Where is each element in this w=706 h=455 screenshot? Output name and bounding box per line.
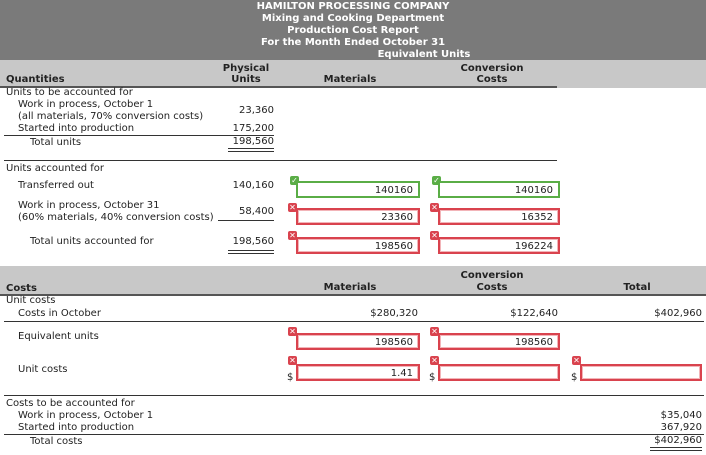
- october-total-cost: $402,960: [654, 308, 702, 319]
- costs-header-rule: [0, 294, 706, 296]
- total-accounted-mat-error-icon: ✕: [288, 231, 297, 240]
- costs-col-header: Costs: [476, 74, 508, 85]
- report-header: [0, 0, 706, 60]
- total-units-label: Total units: [30, 137, 82, 148]
- units-col-header: Units: [231, 74, 261, 85]
- transferred-conversion-input[interactable]: 140160: [438, 181, 560, 198]
- equivalent-units-heading: Equivalent Units: [377, 49, 471, 60]
- total-accounted-units: 198,560: [232, 236, 274, 247]
- wip-oct1-units: 23,360: [239, 105, 274, 116]
- wip-oct31-conversion-input[interactable]: 16352: [438, 208, 560, 225]
- unit-costs-section-label: Unit costs: [6, 295, 56, 306]
- wip-oct31-note: (60% materials, 40% conversion costs): [18, 212, 214, 223]
- units-accounted-label: Units accounted for: [6, 163, 105, 174]
- equivalent-units-label: Equivalent units: [18, 331, 99, 342]
- costs-started-underline: [4, 434, 704, 435]
- eu-conversion-error-icon: ✕: [430, 327, 439, 336]
- total-accounted-label: Total units accounted for: [30, 236, 154, 247]
- wip-oct31-units: 58,400: [239, 206, 274, 217]
- costs-started-value: 367,920: [660, 422, 702, 433]
- costs-conversion-header: Conversion: [460, 270, 524, 281]
- uc-conversion-dollar: $: [429, 372, 436, 383]
- costs-total-header: Total: [623, 282, 651, 293]
- costs-materials-header: Materials: [323, 282, 377, 293]
- conversion-col-header: Conversion: [460, 63, 524, 74]
- wip-oct31-mat-error-icon: ✕: [288, 203, 297, 212]
- costs-to-account-rule: [4, 395, 704, 396]
- total-accounted-materials-input[interactable]: 198560: [296, 237, 420, 254]
- eu-conversion-input[interactable]: 198560: [438, 333, 560, 350]
- transferred-materials-input[interactable]: 140160: [296, 181, 420, 198]
- costs-wip-oct1-value: $35,040: [660, 410, 702, 421]
- costs-label: Costs: [6, 283, 37, 294]
- company-name: HAMILTON PROCESSING COMPANY: [256, 1, 450, 12]
- units-accounted-rule: [4, 160, 557, 161]
- wip-oct31-label: Work in process, October 31: [18, 200, 160, 211]
- transferred-mat-check-icon: ✓: [290, 176, 299, 185]
- wip-oct31-conv-error-icon: ✕: [430, 203, 439, 212]
- costs-in-october-label: Costs in October: [18, 308, 101, 319]
- costs-conversion-costs-header: Costs: [476, 282, 508, 293]
- quantities-header-rule: [0, 86, 557, 88]
- october-materials-cost: $280,320: [370, 308, 418, 319]
- total-costs-value: $402,960: [654, 435, 702, 446]
- department-name: Mixing and Cooking Department: [261, 13, 445, 24]
- unit-costs-label: Unit costs: [18, 364, 68, 375]
- october-conversion-cost: $122,640: [510, 308, 558, 319]
- uc-conversion-error-icon: ✕: [430, 356, 439, 365]
- transferred-out-label: Transferred out: [18, 180, 94, 191]
- units-to-account-label: Units to be accounted for: [6, 87, 133, 98]
- uc-total-error-icon: ✕: [572, 356, 581, 365]
- total-accounted-conv-error-icon: ✕: [430, 231, 439, 240]
- wip-oct31-underline: [218, 220, 274, 221]
- costs-started-label: Started into production: [18, 422, 135, 433]
- october-row-rule: [4, 321, 704, 322]
- total-units-double-rule: [228, 148, 274, 152]
- uc-materials-input[interactable]: 1.41: [296, 364, 420, 381]
- transferred-out-units: 140,160: [232, 180, 274, 191]
- uc-total-dollar: $: [571, 372, 578, 383]
- costs-to-account-label: Costs to be accounted for: [6, 398, 135, 409]
- quantities-label: Quantities: [6, 74, 65, 85]
- total-accounted-conversion-input[interactable]: 196224: [438, 237, 560, 254]
- total-units-value: 198,560: [232, 136, 274, 147]
- total-costs-double-rule: [650, 447, 702, 451]
- started-units: 175,200: [232, 123, 274, 134]
- eu-materials-input[interactable]: 198560: [296, 333, 420, 350]
- report-name: Production Cost Report: [287, 25, 419, 36]
- total-costs-label: Total costs: [30, 436, 83, 447]
- uc-materials-error-icon: ✕: [288, 356, 297, 365]
- wip-oct31-materials-input[interactable]: 23360: [296, 208, 420, 225]
- eu-materials-error-icon: ✕: [288, 327, 297, 336]
- quantities-header-band: [0, 60, 706, 88]
- uc-materials-dollar: $: [287, 372, 294, 383]
- uc-total-input[interactable]: [580, 364, 702, 381]
- costs-wip-oct1-label: Work in process, October 1: [18, 410, 154, 421]
- wip-oct1-label: Work in process, October 1: [18, 99, 154, 110]
- materials-col-header: Materials: [323, 74, 377, 85]
- uc-conversion-input[interactable]: [438, 364, 560, 381]
- transferred-conv-check-icon: ✓: [432, 176, 441, 185]
- costs-header-band: [0, 266, 706, 296]
- started-underline: [4, 135, 274, 136]
- total-accounted-double-rule: [228, 250, 274, 254]
- report-period: For the Month Ended October 31: [260, 37, 446, 48]
- started-label: Started into production: [18, 123, 135, 134]
- physical-col-header: Physical: [222, 63, 270, 74]
- wip-oct1-note: (all materials, 70% conversion costs): [18, 111, 204, 122]
